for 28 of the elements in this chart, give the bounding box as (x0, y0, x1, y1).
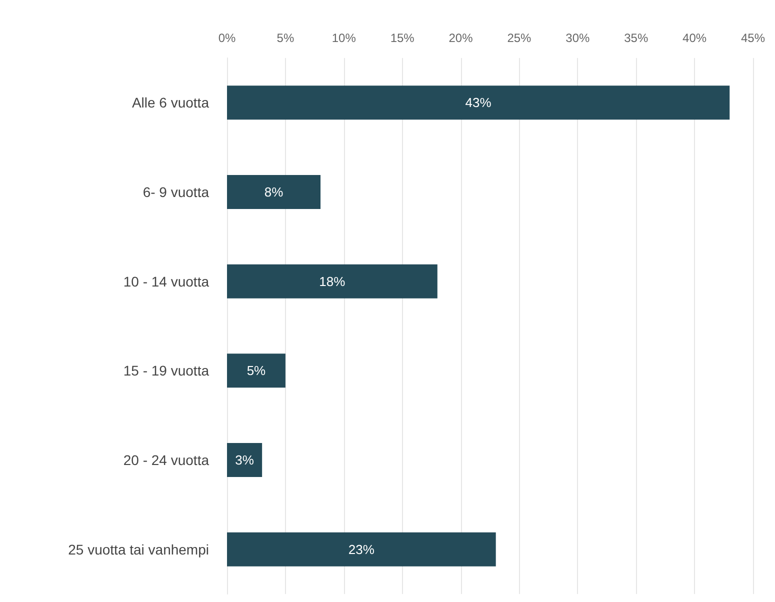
x-tick-label: 30% (566, 31, 590, 45)
data-label: 3% (235, 452, 254, 468)
y-tick-label: Alle 6 vuotta (132, 94, 210, 111)
data-label: 8% (264, 184, 284, 200)
bar (227, 443, 262, 477)
x-tick-label: 40% (682, 31, 707, 45)
bar (227, 532, 496, 566)
x-tick-label: 45% (740, 31, 766, 45)
x-tick-label: 20% (448, 31, 474, 45)
data-label: 18% (319, 274, 346, 289)
y-tick-label: 20 - 24 vuotta (123, 452, 210, 468)
y-tick-label: 10 - 14 vuotta (123, 273, 210, 290)
bar (227, 86, 730, 120)
x-tick-label: 10% (332, 31, 356, 45)
y-tick-label: 15 - 19 vuotta (123, 362, 210, 379)
x-tick-label: 0% (218, 31, 236, 45)
bar (227, 264, 438, 298)
data-label: 5% (246, 363, 266, 378)
data-label: 43% (465, 95, 492, 110)
data-label: 23% (348, 542, 375, 557)
bar (227, 354, 286, 388)
bar (227, 175, 321, 209)
x-tick-label: 15% (390, 31, 415, 45)
y-tick-label: 6- 9 vuotta (142, 184, 210, 200)
x-tick-label: 35% (624, 31, 648, 45)
x-tick-label: 25% (507, 31, 532, 45)
x-tick-label: 5% (276, 31, 294, 45)
y-tick-label: 25 vuotta tai vanhempi (68, 541, 209, 558)
